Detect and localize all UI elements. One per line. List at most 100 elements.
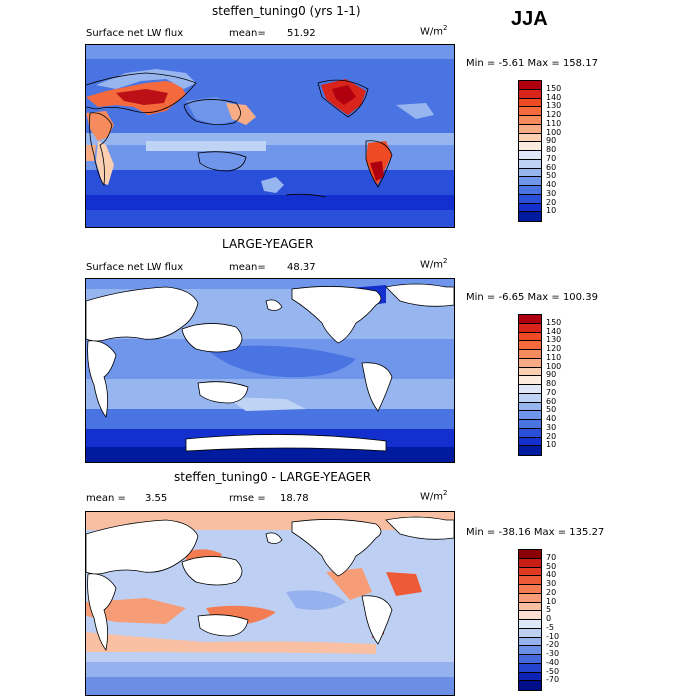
panel2-colorbar <box>518 314 542 456</box>
colorbar-tick-label: 110 <box>546 118 562 128</box>
colorbar-swatch <box>519 602 541 612</box>
colorbar-tick-label: 80 <box>546 379 557 388</box>
panel1-mean-value: 51.92 <box>287 28 316 39</box>
colorbar-swatch <box>519 116 541 125</box>
panel1-mean-label: mean= <box>229 28 266 39</box>
colorbar-tick-label: 90 <box>546 136 557 146</box>
colorbar-swatch <box>519 159 541 169</box>
colorbar-swatch <box>519 558 541 568</box>
colorbar-swatch <box>519 411 541 420</box>
colorbar-swatch <box>519 89 541 99</box>
colorbar-swatch <box>519 681 541 690</box>
units-base: W/m <box>420 491 443 503</box>
colorbar-swatch <box>519 576 541 585</box>
colorbar-tick-label: 0 <box>546 614 552 623</box>
colorbar-tick-label: 150 <box>546 317 562 327</box>
colorbar-swatch <box>519 637 541 647</box>
colorbar-tick-label: 140 <box>546 92 562 102</box>
colorbar-swatch <box>519 585 541 594</box>
panel3-map <box>85 511 455 696</box>
colorbar-swatch <box>519 194 541 204</box>
colorbar-swatch <box>519 124 541 134</box>
colorbar-swatch <box>519 420 541 429</box>
colorbar-tick-label: 30 <box>546 579 557 588</box>
colorbar-swatch <box>519 567 541 577</box>
panel3-mean-value: 3.55 <box>145 493 168 504</box>
colorbar-swatch <box>519 323 541 333</box>
colorbar-tick-label: 140 <box>546 326 562 336</box>
panel2-units: W/m2 <box>420 257 447 270</box>
colorbar-swatch <box>519 186 541 195</box>
panel3-mean-label: mean = <box>86 493 126 504</box>
colorbar-tick-label: 20 <box>546 431 557 441</box>
colorbar-swatch <box>519 341 541 350</box>
panel3-units: W/m2 <box>420 489 447 502</box>
panel2-mean-label: mean= <box>229 262 266 273</box>
colorbar-swatch <box>519 203 541 213</box>
colorbar-swatch <box>519 611 541 620</box>
colorbar-tick-label: 100 <box>546 361 562 371</box>
colorbar-tick-label: 80 <box>546 145 557 154</box>
colorbar-swatch <box>519 376 541 385</box>
panel2-variable: Surface net LW flux <box>86 262 184 273</box>
colorbar-swatch <box>519 168 541 178</box>
colorbar-tick-label: 40 <box>546 180 557 189</box>
colorbar-tick-label: 130 <box>546 101 562 111</box>
colorbar-swatch <box>519 358 541 368</box>
colorbar-swatch <box>519 151 541 160</box>
colorbar-tick-label: 120 <box>546 344 562 353</box>
colorbar-tick-label: 110 <box>546 352 562 362</box>
colorbar-swatch <box>519 133 541 143</box>
colorbar-swatch <box>519 177 541 186</box>
colorbar-swatch <box>519 402 541 412</box>
panel2-title: LARGE-YEAGER <box>222 237 314 251</box>
panel1-units: W/m2 <box>420 24 447 37</box>
colorbar-swatch <box>519 385 541 394</box>
colorbar-swatch <box>519 315 541 324</box>
panel3-rmse-label: rmse = <box>229 493 266 504</box>
panel2-map <box>85 278 455 463</box>
colorbar-swatch <box>519 212 541 221</box>
colorbar-swatch <box>519 332 541 342</box>
colorbar-tick-label: -70 <box>546 675 560 685</box>
colorbar-swatch <box>519 393 541 403</box>
colorbar-tick-label: -20 <box>546 640 560 650</box>
units-exponent: 2 <box>443 257 448 265</box>
colorbar-swatch <box>519 428 541 438</box>
colorbar-tick-label: 70 <box>546 153 557 163</box>
season-label: JJA <box>511 8 548 30</box>
colorbar-swatch <box>519 367 541 377</box>
colorbar-swatch <box>519 81 541 90</box>
colorbar-swatch <box>519 620 541 629</box>
panel1-variable: Surface net LW flux <box>86 28 184 39</box>
panel2-mean-value: 48.37 <box>287 262 316 273</box>
colorbar-tick-label: 90 <box>546 370 557 380</box>
colorbar-tick-label: 50 <box>546 405 557 415</box>
panel3-rmse-value: 18.78 <box>280 493 309 504</box>
units-base: W/m <box>420 259 443 271</box>
panel2-minmax: Min = -6.65 Max = 100.39 <box>466 292 598 303</box>
colorbar-tick-label: 20 <box>546 197 557 207</box>
colorbar-tick-label: 130 <box>546 335 562 345</box>
panel1-colorbar <box>518 80 542 222</box>
colorbar-tick-label: 40 <box>546 414 557 423</box>
colorbar-swatch <box>519 550 541 559</box>
colorbar-tick-label: 50 <box>546 171 557 181</box>
colorbar-tick-label: 10 <box>546 596 557 606</box>
colorbar-tick-label: 30 <box>546 422 557 432</box>
units-exponent: 2 <box>443 24 448 32</box>
colorbar-swatch <box>519 655 541 664</box>
panel1-title: steffen_tuning0 (yrs 1-1) <box>212 4 361 18</box>
colorbar-tick-label: 120 <box>546 110 562 119</box>
colorbar-tick-label: -5 <box>546 622 554 632</box>
colorbar-tick-label: 40 <box>546 570 557 580</box>
panel3-title: steffen_tuning0 - LARGE-YEAGER <box>174 470 372 484</box>
units-base: W/m <box>420 26 443 38</box>
colorbar-tick-label: -40 <box>546 657 560 667</box>
panel1-minmax: Min = -5.61 Max = 158.17 <box>466 58 598 69</box>
colorbar-tick-label: 60 <box>546 396 557 406</box>
panel3-colorbar <box>518 549 542 691</box>
colorbar-tick-label: 100 <box>546 127 562 137</box>
colorbar-tick-label: -50 <box>546 666 560 676</box>
colorbar-swatch <box>519 142 541 151</box>
